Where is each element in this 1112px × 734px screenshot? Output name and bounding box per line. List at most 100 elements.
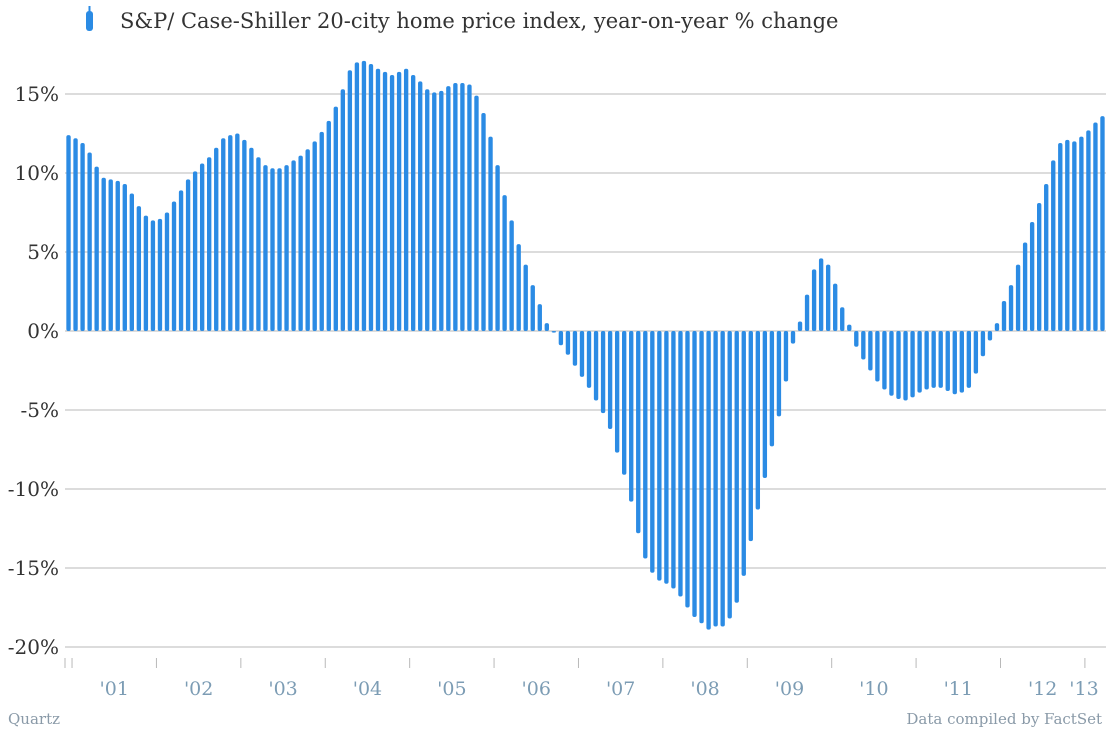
bar <box>699 331 704 624</box>
bar <box>1022 242 1028 331</box>
bar <box>66 135 71 331</box>
y-tick-label: -10% <box>8 477 59 501</box>
bar <box>249 147 254 331</box>
x-tick-label: '09 <box>775 678 804 700</box>
bar <box>678 331 683 597</box>
bar <box>790 331 796 344</box>
x-tick-label: '06 <box>522 678 551 700</box>
bar <box>713 331 718 627</box>
bar <box>762 331 768 478</box>
bar <box>1051 160 1056 331</box>
bar <box>769 331 775 447</box>
bar <box>671 331 676 589</box>
x-tick-label: '07 <box>606 678 635 700</box>
bar <box>706 331 711 630</box>
bar <box>242 139 247 331</box>
bar <box>150 220 156 331</box>
bar <box>910 331 915 398</box>
bar <box>685 331 690 608</box>
bar <box>418 81 423 331</box>
bar <box>467 84 472 332</box>
bar <box>755 331 761 510</box>
bar <box>629 331 634 502</box>
bar <box>460 82 465 331</box>
bar <box>643 331 648 559</box>
bar <box>565 331 571 355</box>
bar <box>861 331 866 360</box>
bar <box>607 331 613 429</box>
bar <box>298 155 303 331</box>
bar <box>178 190 184 331</box>
bar <box>502 195 507 331</box>
bar <box>924 331 929 390</box>
bar <box>783 331 789 382</box>
bar <box>558 331 564 346</box>
x-tick-label: '11 <box>944 678 973 700</box>
bar <box>235 133 240 331</box>
bar <box>973 331 979 374</box>
bar <box>804 294 810 331</box>
bars <box>66 60 1105 630</box>
bar <box>221 138 226 331</box>
bar <box>994 323 1000 331</box>
y-tick-label: -5% <box>21 398 60 422</box>
legend-label: S&P/ Case-Shiller 20-city home price ind… <box>120 9 838 33</box>
bar <box>1015 264 1021 331</box>
x-tick-label: '04 <box>353 678 382 700</box>
bar <box>136 206 142 331</box>
bar <box>636 331 641 534</box>
bar <box>432 92 437 331</box>
bar <box>277 168 282 331</box>
bar <box>952 331 957 395</box>
bar <box>214 147 219 331</box>
x-tick-label: '13 <box>1069 678 1098 700</box>
bar <box>825 264 831 331</box>
bar <box>980 331 986 357</box>
bar <box>439 90 444 331</box>
bar <box>896 331 901 399</box>
bar <box>516 244 521 331</box>
bar <box>185 179 191 331</box>
bar <box>579 331 585 377</box>
bar <box>1058 142 1063 331</box>
bar <box>122 184 127 331</box>
bar <box>129 193 134 331</box>
bar <box>551 331 557 333</box>
bar <box>727 331 732 619</box>
bar <box>811 269 817 331</box>
bar <box>270 168 275 331</box>
bar <box>657 331 662 581</box>
bar <box>164 212 170 331</box>
bar <box>614 331 620 453</box>
bar <box>966 331 972 388</box>
y-tick-label: 10% <box>15 161 59 185</box>
bar <box>474 95 479 331</box>
bar <box>382 71 388 331</box>
bar <box>1065 139 1070 331</box>
bar <box>882 331 887 390</box>
bar <box>987 331 993 341</box>
bar <box>115 180 120 331</box>
y-tick-label: -20% <box>8 635 59 659</box>
source-right-label: Data compiled by FactSet <box>906 710 1102 728</box>
bar <box>1044 184 1049 331</box>
bar <box>375 68 381 331</box>
bar <box>889 331 894 396</box>
x-tick-label: '03 <box>268 678 297 700</box>
bar <box>228 135 233 331</box>
bar <box>1086 130 1091 331</box>
bar <box>734 331 739 603</box>
bar <box>312 141 317 331</box>
bar <box>741 331 746 576</box>
bar <box>1008 285 1014 331</box>
bar <box>903 331 908 401</box>
bar <box>284 165 289 331</box>
bar <box>326 120 331 331</box>
bar <box>1079 136 1084 331</box>
y-tick-label: 0% <box>27 319 59 343</box>
bar <box>664 331 669 584</box>
bar <box>368 63 374 331</box>
legend-swatch-icon <box>86 6 93 31</box>
bar <box>108 179 113 331</box>
bar <box>192 171 198 331</box>
